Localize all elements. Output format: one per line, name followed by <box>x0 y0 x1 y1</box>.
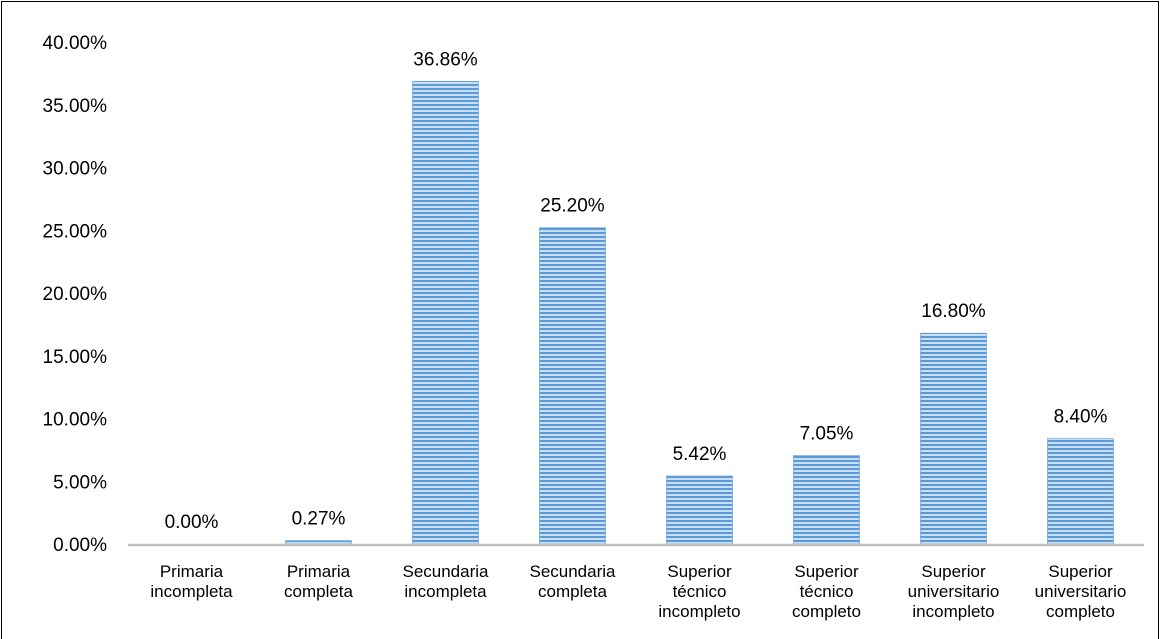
data-label: 8.40% <box>1054 407 1108 428</box>
x-category-label: Superior universitario completo <box>1035 562 1127 621</box>
x-axis: Primaria incompleta Primaria completa Secund… <box>128 543 1144 621</box>
y-tick-label: 25.00% <box>43 221 108 242</box>
bars <box>285 81 1114 545</box>
x-category-label: Superior universitario incompleto <box>908 562 1000 621</box>
x-category-label: Superior técnico incompleto <box>658 562 740 621</box>
x-category-label: Primaria incompleta <box>150 562 233 601</box>
bar <box>285 540 352 545</box>
data-label: 36.86% <box>413 49 478 70</box>
bar <box>793 455 860 545</box>
y-axis: 0.00% 5.00% 10.00% 15.00% 20.00% 25.00% 30.00%… <box>43 33 108 556</box>
y-tick-label: 0.00% <box>53 535 107 556</box>
data-label: 25.20% <box>540 196 605 217</box>
x-category-label: Primaria completa <box>284 562 354 601</box>
bar <box>539 227 606 545</box>
y-tick-label: 5.00% <box>53 472 107 493</box>
bar <box>920 332 987 545</box>
y-tick-label: 20.00% <box>43 284 108 305</box>
data-label: 5.42% <box>673 444 727 465</box>
y-tick-label: 30.00% <box>43 159 108 180</box>
y-tick-label: 35.00% <box>43 96 108 117</box>
data-label: 0.00% <box>165 512 219 533</box>
x-category-label: Superior técnico completo <box>792 562 861 621</box>
data-label: 0.27% <box>292 509 346 530</box>
data-labels: 0.00% 0.27% 36.86% 25.20% 5.42% 7.05% 16.80% 8.… <box>165 49 1108 533</box>
y-tick-label: 15.00% <box>43 347 108 368</box>
bar <box>1047 438 1114 545</box>
x-category-label: Secundaria incompleta <box>402 562 489 601</box>
data-label: 16.80% <box>921 301 986 322</box>
bar <box>412 81 479 545</box>
x-category-label: Secundaria completa <box>529 562 616 601</box>
data-label: 7.05% <box>800 424 854 445</box>
y-tick-label: 10.00% <box>43 410 108 431</box>
bar <box>666 475 733 545</box>
y-tick-label: 40.00% <box>43 33 108 54</box>
